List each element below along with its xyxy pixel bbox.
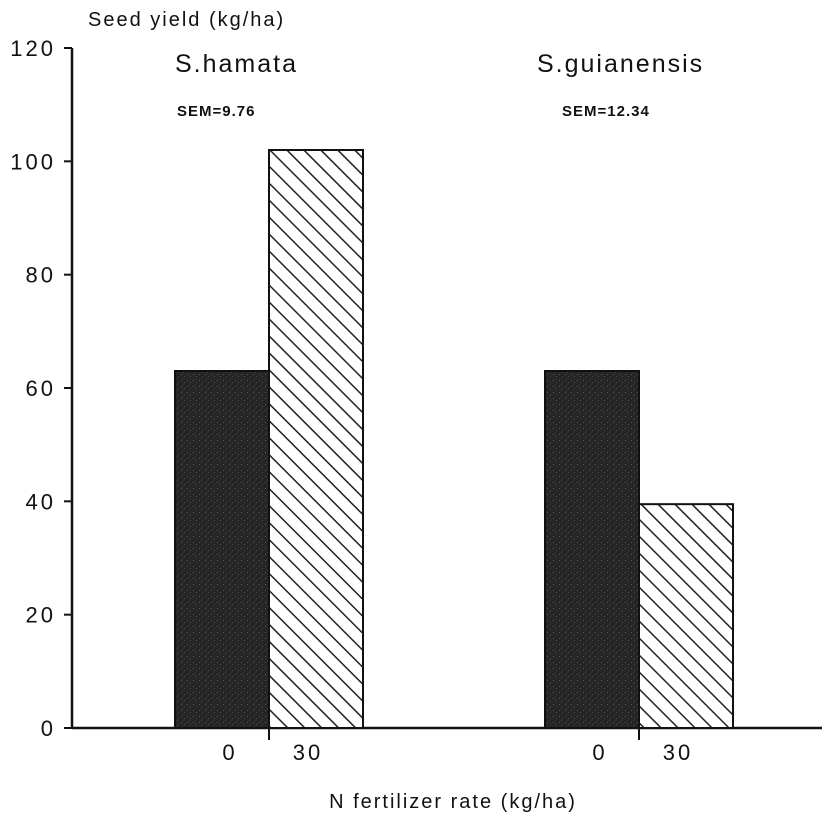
group-label: S.hamata [175, 50, 298, 78]
x-tick-label: 30 [663, 740, 693, 765]
bar-hamata-rate-0 [174, 370, 270, 729]
bar-guianensis-rate-30 [638, 503, 734, 729]
bar-hamata-rate-30 [268, 149, 364, 729]
group-label: S.guianensis [537, 50, 704, 78]
sem-label: SEM=12.34 [562, 103, 650, 120]
y-tick-label: 100 [10, 149, 56, 174]
bar-guianensis-rate-0 [544, 370, 640, 729]
y-tick-label: 20 [26, 603, 56, 628]
x-axis-title: N fertilizer rate (kg/ha) [329, 791, 577, 813]
x-tick-label: 0 [592, 740, 607, 765]
y-tick-label: 40 [26, 489, 56, 514]
x-tick-label: 0 [222, 740, 237, 765]
y-tick-label: 0 [41, 716, 56, 741]
y-tick-label: 80 [26, 263, 56, 288]
y-axis-title: Seed yield (kg/ha) [88, 9, 285, 31]
sem-label: SEM=9.76 [177, 103, 255, 120]
x-tick-label: 30 [293, 740, 323, 765]
y-tick-label: 120 [10, 36, 56, 61]
y-tick-label: 60 [26, 376, 56, 401]
